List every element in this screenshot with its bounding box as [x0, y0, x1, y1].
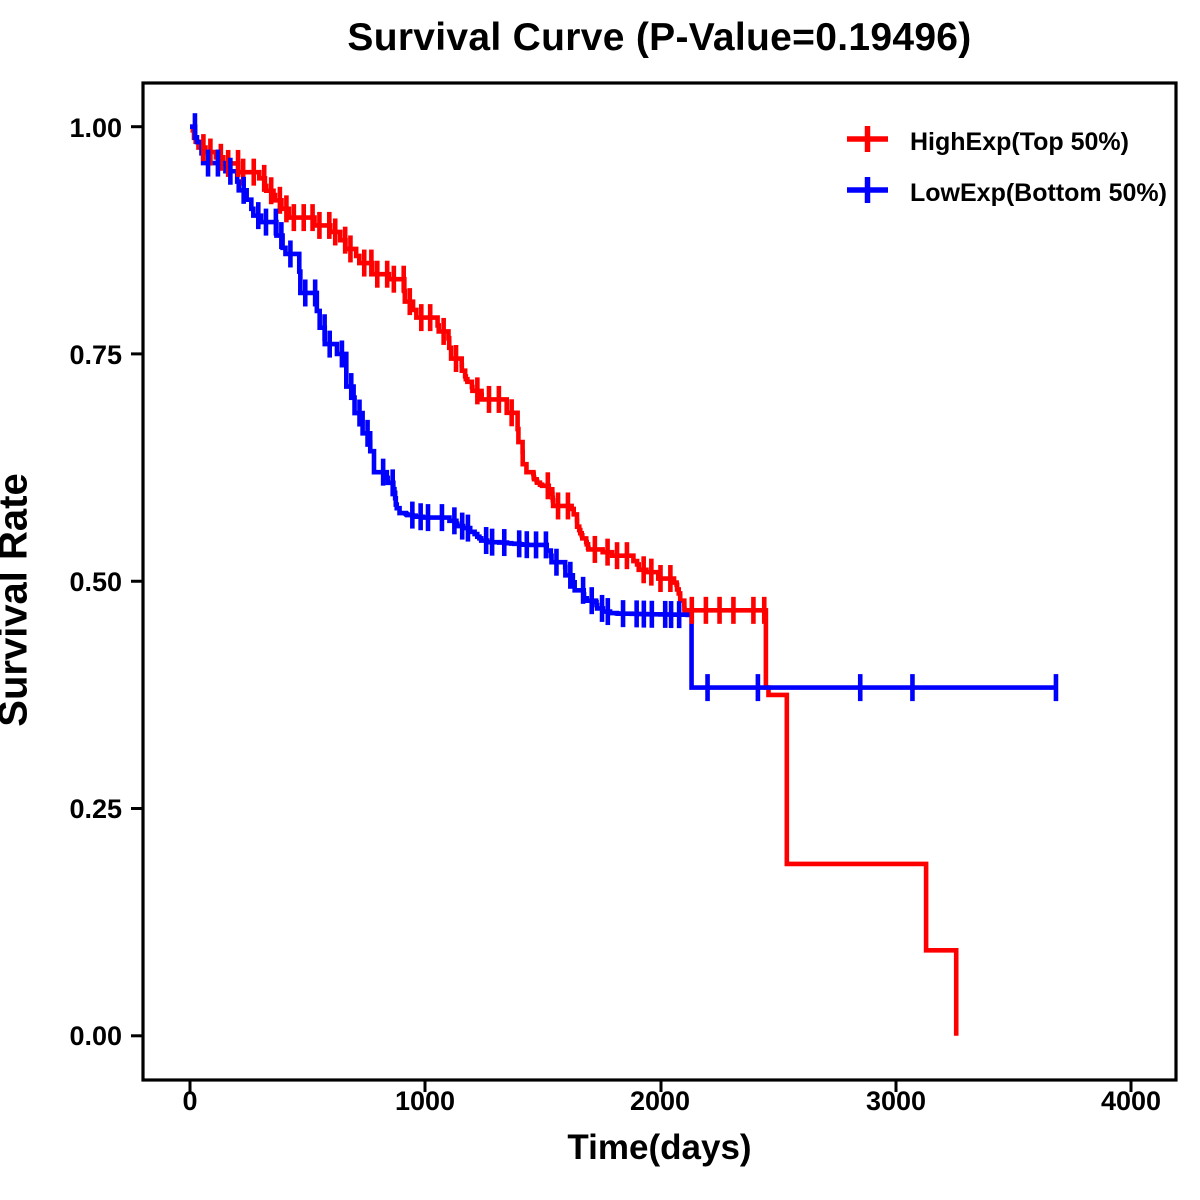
svg-text:HighExp(Top 50%): HighExp(Top 50%) — [910, 128, 1129, 156]
svg-text:LowExp(Bottom 50%): LowExp(Bottom 50%) — [910, 179, 1167, 207]
